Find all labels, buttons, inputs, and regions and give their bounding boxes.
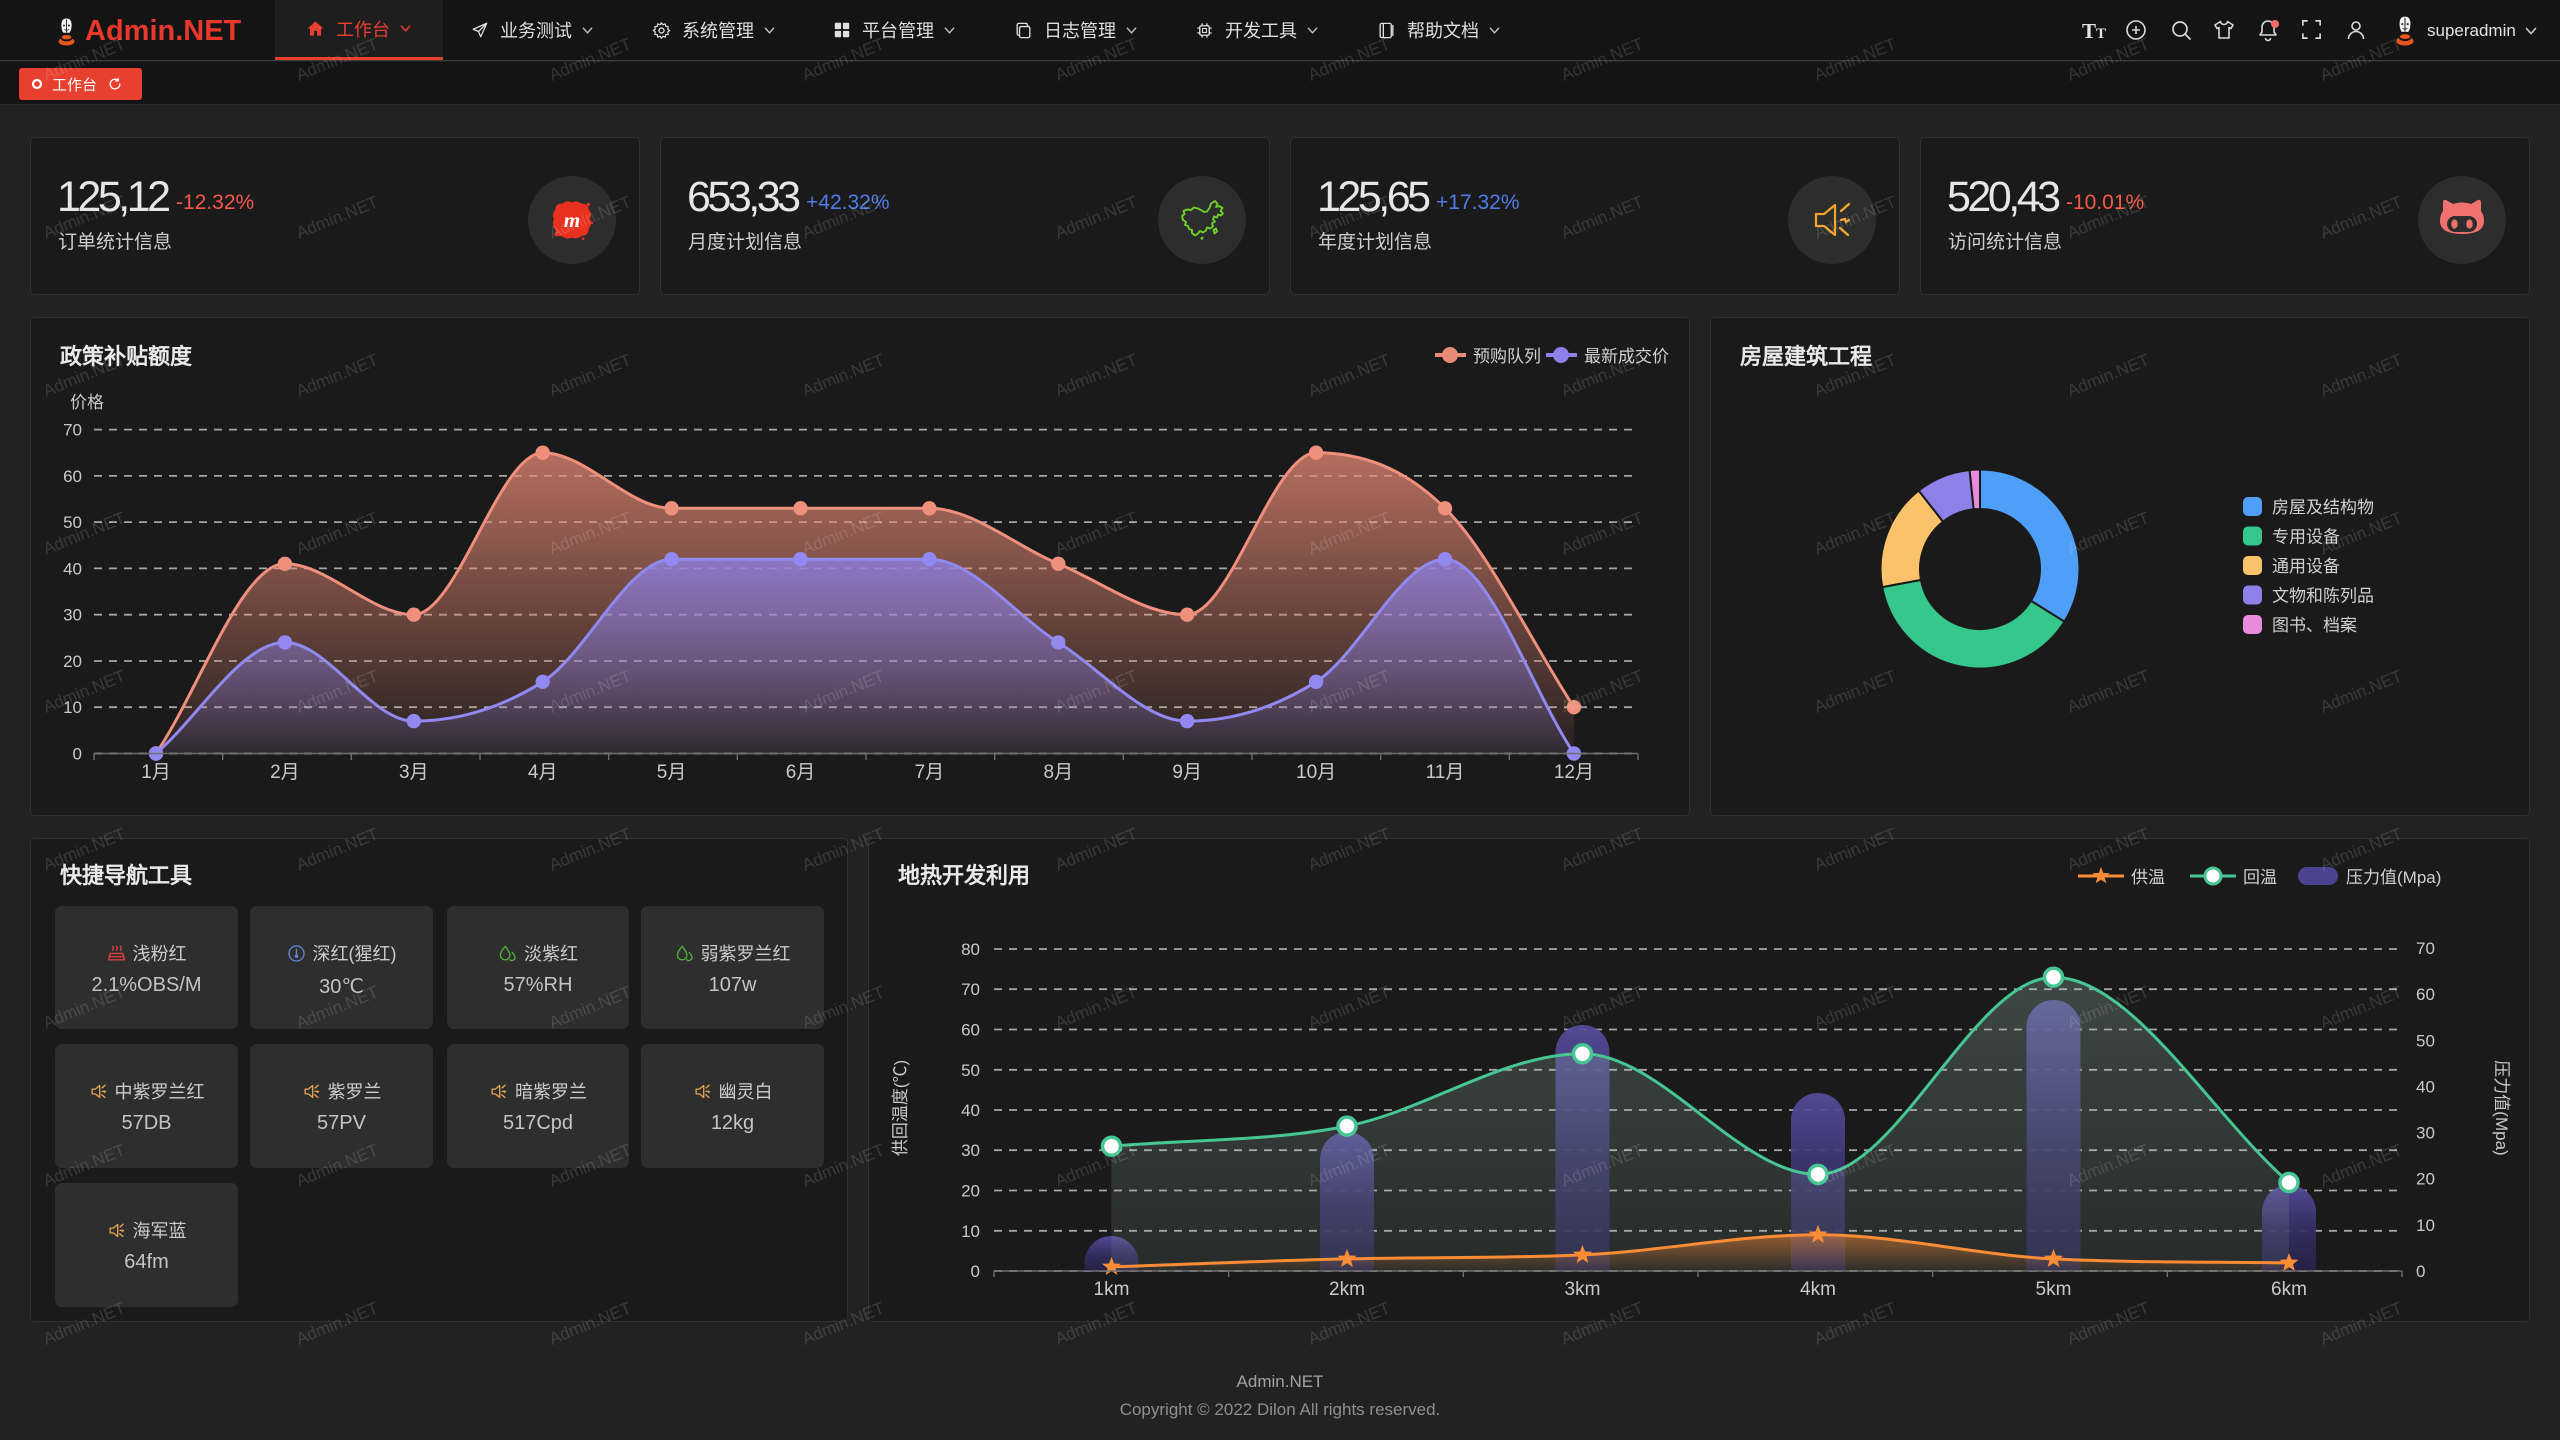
- svg-text:m: m: [564, 208, 580, 232]
